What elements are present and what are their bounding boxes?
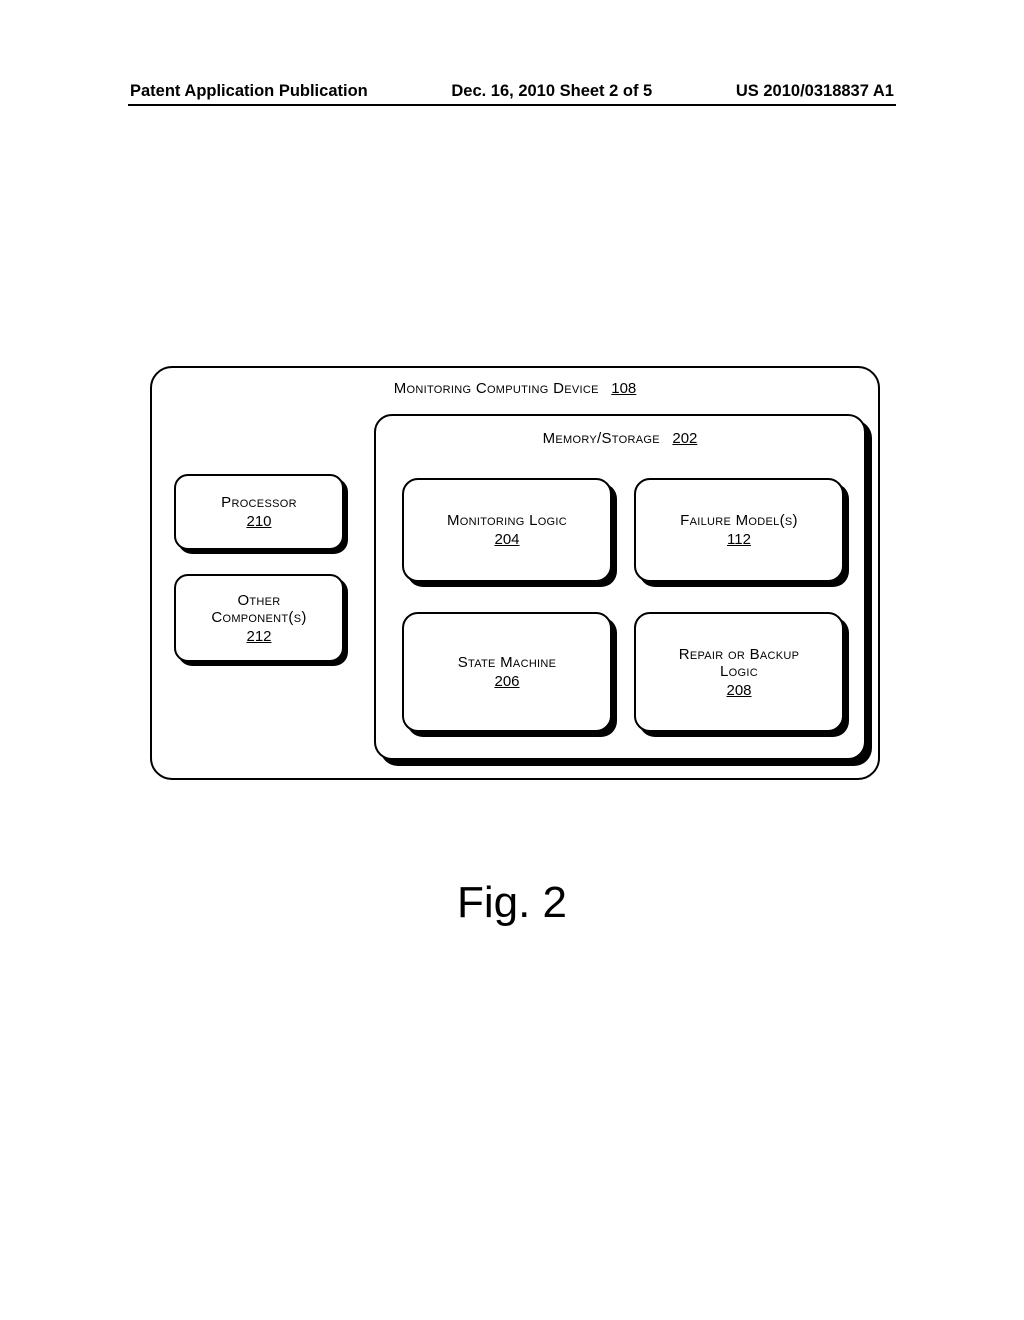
page-header: Patent Application Publication Dec. 16, … bbox=[0, 82, 1024, 101]
header-rule bbox=[128, 104, 896, 106]
figure-label: Fig. 2 bbox=[0, 878, 1024, 928]
other-components-box-wrap: Other Component(s) 212 bbox=[174, 574, 344, 662]
processor-ref: 210 bbox=[176, 513, 342, 530]
repair-backup-wrap: Repair or Backup Logic 208 bbox=[634, 612, 844, 732]
other-components-label-1: Other bbox=[176, 592, 342, 609]
failure-model-box: Failure Model(s) 112 bbox=[634, 478, 844, 582]
monitoring-logic-label: Monitoring Logic bbox=[447, 512, 567, 529]
failure-model-label: Failure Model(s) bbox=[680, 512, 798, 529]
outer-title-label: Monitoring Computing Device bbox=[394, 380, 599, 397]
memory-title: Memory/Storage 202 bbox=[376, 430, 864, 447]
monitoring-logic-wrap: Monitoring Logic 204 bbox=[402, 478, 612, 582]
diagram-area: Monitoring Computing Device 108 Processo… bbox=[150, 366, 880, 786]
failure-model-wrap: Failure Model(s) 112 bbox=[634, 478, 844, 582]
header-center-text: Dec. 16, 2010 Sheet 2 of 5 bbox=[451, 82, 652, 101]
processor-box: Processor 210 bbox=[174, 474, 344, 550]
memory-title-ref: 202 bbox=[672, 430, 697, 447]
outer-container-box: Monitoring Computing Device 108 Processo… bbox=[150, 366, 880, 780]
repair-backup-ref: 208 bbox=[726, 682, 751, 699]
other-components-box: Other Component(s) 212 bbox=[174, 574, 344, 662]
header-right-text: US 2010/0318837 A1 bbox=[736, 82, 894, 101]
memory-title-label: Memory/Storage bbox=[543, 430, 660, 447]
state-machine-wrap: State Machine 206 bbox=[402, 612, 612, 732]
repair-backup-label-2: Logic bbox=[720, 663, 758, 680]
memory-box-wrap: Memory/Storage 202 Monitoring Logic 204 bbox=[374, 414, 866, 760]
monitoring-logic-ref: 204 bbox=[494, 531, 519, 548]
other-components-ref: 212 bbox=[176, 628, 342, 645]
header-left-text: Patent Application Publication bbox=[130, 82, 368, 101]
processor-box-wrap: Processor 210 bbox=[174, 474, 344, 550]
state-machine-label: State Machine bbox=[458, 654, 557, 671]
repair-backup-label-1: Repair or Backup bbox=[679, 646, 800, 663]
other-components-label-2: Component(s) bbox=[176, 609, 342, 626]
memory-box: Memory/Storage 202 Monitoring Logic 204 bbox=[374, 414, 866, 760]
processor-label: Processor bbox=[176, 494, 342, 511]
failure-model-ref: 112 bbox=[727, 531, 751, 548]
state-machine-ref: 206 bbox=[494, 673, 519, 690]
state-machine-box: State Machine 206 bbox=[402, 612, 612, 732]
repair-backup-box: Repair or Backup Logic 208 bbox=[634, 612, 844, 732]
outer-title: Monitoring Computing Device 108 bbox=[152, 380, 878, 397]
outer-title-ref: 108 bbox=[611, 380, 636, 397]
monitoring-logic-box: Monitoring Logic 204 bbox=[402, 478, 612, 582]
